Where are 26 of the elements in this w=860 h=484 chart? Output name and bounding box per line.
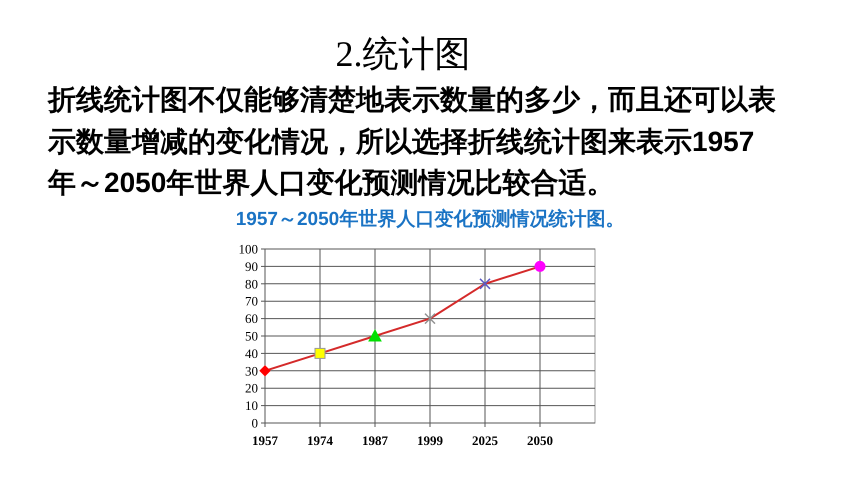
y-tick-label: 50: [245, 328, 258, 344]
text: 折线统计图不仅能够清楚地表示数量的多少，而且还可以表示数量增减的变化情况，所以选择折线统计图来表示1957年～2050年世界人口变化预测情况比较合适。: [48, 83, 777, 200]
y-tick-label: 30: [245, 363, 258, 378]
x-tick-label: 1987: [362, 433, 388, 448]
x-tick-label: 1957: [252, 433, 278, 448]
y-tick-label: 80: [245, 276, 258, 292]
y-tick-label: 0: [252, 416, 258, 430]
x-tick-label: 2050: [527, 433, 553, 448]
point: [534, 260, 546, 272]
y-tick-label: 90: [245, 258, 258, 274]
y-tick-label: 10: [245, 398, 258, 414]
y-tick-label: 20: [245, 380, 258, 396]
point: [260, 365, 270, 376]
text: 2.统计图: [334, 33, 472, 76]
chart-title: 1957～2050年世界人口变化预测情况统计图。: [236, 208, 624, 230]
y-tick-label: 100: [238, 242, 258, 256]
y-tick-label: 70: [245, 294, 258, 309]
point: [368, 330, 382, 342]
x-tick-label: 2025: [472, 433, 498, 448]
y-tick-label: 40: [245, 346, 258, 361]
point: [479, 278, 491, 290]
x-tick-label: 1974: [307, 433, 334, 448]
point: [314, 348, 326, 359]
point: [424, 312, 436, 324]
y-tick-label: 60: [245, 311, 258, 326]
x-tick-label: 1999: [417, 433, 444, 448]
